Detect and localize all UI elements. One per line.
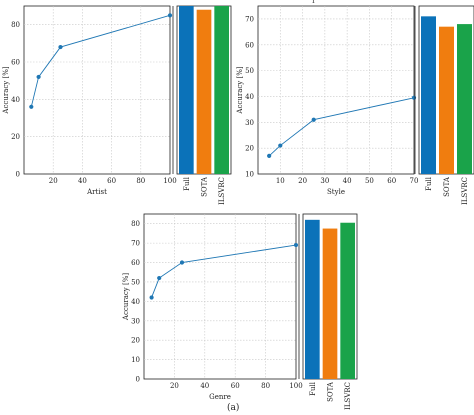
panel3-data-point: [293, 242, 299, 248]
panel3-ytick-label: 10: [131, 356, 140, 364]
panel2-bar-ilsvrc: [457, 24, 472, 174]
panel3-ylabel: Accuracy [%]: [122, 273, 130, 321]
panel1-bar-label: SOTA: [201, 176, 209, 197]
panel3-ytick-label: 0: [136, 376, 140, 384]
panel2-series-line: [268, 97, 415, 157]
panel1-ylabel: Accuracy [%]: [2, 66, 10, 114]
panel1-frame: [23, 5, 171, 175]
panel3-ytick-label: 30: [131, 317, 140, 325]
panel2-frame: [257, 5, 415, 175]
panel1-ytick-label: 0: [16, 171, 20, 179]
panel2-ytick-label: 30: [245, 119, 254, 127]
panel3-xtick-label: 80: [261, 382, 270, 390]
panel2-xlabel: Style: [327, 188, 345, 196]
panel2-bar-sota: [439, 26, 454, 174]
panel3-xtick-label: 40: [200, 382, 209, 390]
panel2-xtick-label: 20: [298, 177, 307, 185]
panel2-ytick-label: 10: [245, 171, 254, 179]
panel2-bar-label: ILSVRC: [461, 177, 469, 205]
panel3-data-point: [149, 295, 154, 300]
panel1-data-point: [36, 74, 41, 80]
panel3-series-line: [151, 244, 297, 298]
panel3-bar-ilsvrc: [340, 222, 355, 379]
panel3-xtick-label: 60: [231, 382, 240, 390]
panel2-ytick-label: 50: [245, 67, 254, 75]
figure-caption: (a): [227, 403, 240, 413]
panel1-data-point: [29, 104, 34, 109]
panel1-bar-label: ILSVRC: [218, 177, 226, 205]
panel3-xlabel: Genre: [209, 393, 231, 401]
panel2-ytick-label: 60: [245, 41, 254, 49]
panel1-bar-full: [179, 6, 194, 174]
panel3-bar-full: [305, 219, 320, 379]
panel3-ytick-label: 70: [131, 240, 140, 248]
panel2-ytick-label: 20: [245, 145, 254, 153]
panel1-ytick-label: 60: [11, 59, 20, 67]
panel1-xlabel: Artist: [86, 188, 107, 196]
panel1-ytick-label: 20: [11, 133, 20, 141]
panel2-bar-label: Full: [425, 176, 433, 191]
panel3-xtick-label: 20: [170, 382, 179, 390]
panel1-data-point: [167, 13, 173, 18]
panel1-xtick-label: 100: [163, 177, 176, 185]
panel2-bar-full: [421, 16, 436, 175]
panel3-xtick-label: 100: [289, 382, 302, 390]
panel2-data-point: [311, 117, 316, 122]
panel3-bar-label: ILSVRC: [344, 382, 352, 410]
panel3-bar-label: SOTA: [327, 381, 335, 402]
panel2-xtick-label: 70: [410, 177, 419, 185]
panel2-xtick-label: 40: [343, 177, 352, 185]
panel2-ytick-label: 40: [245, 93, 254, 101]
panel3-data-point: [157, 275, 162, 281]
panel3-ytick-label: 60: [131, 259, 140, 267]
panel2-ylabel: Accuracy [%]: [236, 66, 244, 114]
panel2-bar-label: SOTA: [443, 176, 451, 197]
panel1-xtick-label: 40: [78, 177, 87, 185]
panel3-ytick-label: 80: [131, 220, 140, 228]
panel1-xtick-label: 20: [49, 177, 58, 185]
panel1-bar-sota: [196, 9, 212, 174]
panel2-data-point: [411, 95, 417, 100]
panel1-data-point: [58, 44, 63, 50]
panel2-data-point: [267, 153, 272, 159]
panel1-xtick-label: 60: [107, 177, 116, 185]
panel3-bar-label: Full: [309, 381, 317, 396]
panel1-series-line: [30, 14, 171, 107]
top-cut-text: r: [312, 0, 316, 5]
panel1-ytick-label: 40: [11, 96, 20, 104]
panel3-ytick-label: 40: [131, 298, 140, 306]
panel2-ytick-label: 70: [245, 15, 254, 23]
panel2-xtick-label: 50: [365, 177, 374, 185]
panel3-bar-sota: [322, 228, 338, 379]
panel2-xtick-label: 10: [276, 177, 285, 185]
panel2-xtick-label: 30: [320, 177, 329, 185]
panel2-xtick-label: 60: [387, 177, 396, 185]
panel1-bar-label: Full: [183, 176, 191, 191]
panel1-xtick-label: 80: [136, 177, 145, 185]
panel3-data-point: [179, 260, 185, 265]
panel3-frame: [143, 213, 297, 380]
panel2-data-point: [278, 143, 283, 148]
panel3-ytick-label: 50: [131, 278, 140, 286]
panel1-ytick-label: 80: [11, 21, 20, 29]
panel3-ytick-label: 20: [131, 337, 140, 345]
panel1-bar-ilsvrc: [214, 6, 229, 174]
